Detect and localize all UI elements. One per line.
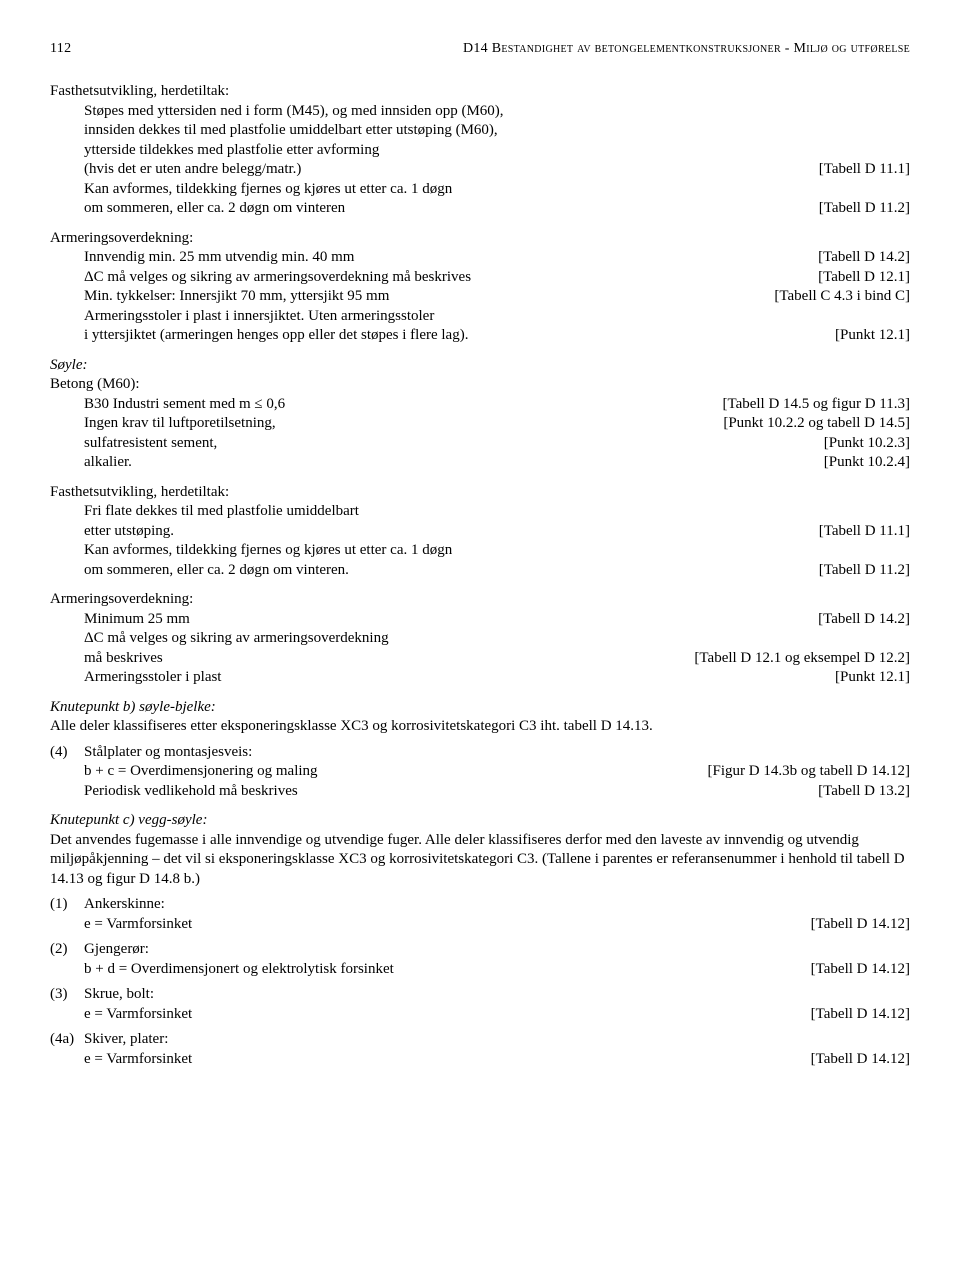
body-text: (hvis det er uten andre belegg/matr.) <box>84 160 819 180</box>
body-text: i yttersjiktet (armeringen henges opp el… <box>84 326 835 346</box>
page-title: D14 Bestandighet av betongelementkonstru… <box>463 40 910 58</box>
reference: [Tabell D 12.1 og eksempel D 12.2] <box>694 649 910 669</box>
reference: [Tabell D 12.1] <box>818 268 910 288</box>
body-text: må beskrives <box>84 649 694 669</box>
body-text: Armeringsstoler i plast <box>84 668 835 688</box>
reference: [Tabell D 14.12] <box>811 960 910 980</box>
reference: [Tabell D 14.12] <box>811 1005 910 1025</box>
body-text: innsiden dekkes til med plastfolie umidd… <box>84 121 910 141</box>
heading: Fasthetsutvikling, herdetiltak: <box>50 483 910 503</box>
item-number: (4) <box>50 743 84 802</box>
reference: [Tabell D 14.12] <box>811 915 910 935</box>
body-text: Det anvendes fugemasse i alle innvendige… <box>50 831 910 890</box>
reference: [Punkt 12.1] <box>835 326 910 346</box>
subsection-title: Knutepunkt c) vegg-søyle: <box>50 811 910 831</box>
body-text: Skrue, bolt: <box>84 985 910 1005</box>
item-number: (2) <box>50 940 84 979</box>
body-text: Stålplater og montasjesveis: <box>84 743 910 763</box>
body-text: B30 Industri sement med m ≤ 0,6 <box>84 395 722 415</box>
body-text: om sommeren, eller ca. 2 døgn om vintere… <box>84 561 819 581</box>
list-item: (1) Ankerskinne: e = Varmforsinket [Tabe… <box>50 895 910 934</box>
reference: [Tabell D 11.1] <box>819 160 910 180</box>
body-text: alkalier. <box>84 453 824 473</box>
section-fasthet-2: Fasthetsutvikling, herdetiltak: Fri flat… <box>50 483 910 581</box>
reference: [Tabell D 11.1] <box>819 522 910 542</box>
page-header: 112 D14 Bestandighet av betongelementkon… <box>50 40 910 58</box>
reference: [Tabell D 14.5 og figur D 11.3] <box>722 395 910 415</box>
item-number: (3) <box>50 985 84 1024</box>
section-armering-2: Armeringsoverdekning: Minimum 25 mm [Tab… <box>50 590 910 688</box>
body-text: Ankerskinne: <box>84 895 910 915</box>
body-text: ytterside tildekkes med plastfolie etter… <box>84 141 910 161</box>
item-number: (1) <box>50 895 84 934</box>
reference: [Punkt 10.2.2 og tabell D 14.5] <box>723 414 910 434</box>
reference: [Tabell D 14.2] <box>818 248 910 268</box>
body-text: sulfatresistent sement, <box>84 434 824 454</box>
body-text: Innvendig min. 25 mm utvendig min. 40 mm <box>84 248 818 268</box>
reference: [Tabell C 4.3 i bind C] <box>774 287 910 307</box>
item-number: (4a) <box>50 1030 84 1069</box>
body-text: etter utstøping. <box>84 522 819 542</box>
body-text: Alle deler klassifiseres etter eksponeri… <box>50 717 910 737</box>
body-text: e = Varmforsinket <box>84 1005 811 1025</box>
body-text: Min. tykkelser: Innersjikt 70 mm, ytters… <box>84 287 774 307</box>
section-knutepunkt-c: Knutepunkt c) vegg-søyle: Det anvendes f… <box>50 811 910 1069</box>
page-number: 112 <box>50 40 71 58</box>
section-armering-1: Armeringsoverdekning: Innvendig min. 25 … <box>50 229 910 346</box>
body-text: Periodisk vedlikehold må beskrives <box>84 782 818 802</box>
subsection-title: Knutepunkt b) søyle-bjelke: <box>50 698 910 718</box>
reference: [Tabell D 11.2] <box>819 199 910 219</box>
list-item: (4a) Skiver, plater: e = Varmforsinket [… <box>50 1030 910 1069</box>
heading: Armeringsoverdekning: <box>50 229 910 249</box>
body-text: Kan avformes, tildekking fjernes og kjør… <box>84 180 910 200</box>
body-text: Kan avformes, tildekking fjernes og kjør… <box>84 541 910 561</box>
reference: [Tabell D 11.2] <box>819 561 910 581</box>
body-text: b + c = Overdimensjonering og maling <box>84 762 708 782</box>
body-text: Fri flate dekkes til med plastfolie umid… <box>84 502 910 522</box>
section-fasthet-1: Fasthetsutvikling, herdetiltak: Støpes m… <box>50 82 910 219</box>
reference: [Tabell D 13.2] <box>818 782 910 802</box>
reference: [Punkt 12.1] <box>835 668 910 688</box>
reference: [Tabell D 14.12] <box>811 1050 910 1070</box>
body-text: Minimum 25 mm <box>84 610 818 630</box>
body-text: e = Varmforsinket <box>84 915 811 935</box>
section-knutepunkt-b: Knutepunkt b) søyle-bjelke: Alle deler k… <box>50 698 910 802</box>
body-text: om sommeren, eller ca. 2 døgn om vintere… <box>84 199 819 219</box>
reference: [Punkt 10.2.4] <box>824 453 910 473</box>
body-text: Gjengerør: <box>84 940 910 960</box>
body-text: Armeringsstoler i plast i innersjiktet. … <box>84 307 910 327</box>
reference: [Figur D 14.3b og tabell D 14.12] <box>708 762 910 782</box>
section-soyle: Søyle: Betong (M60): B30 Industri sement… <box>50 356 910 473</box>
heading: Armeringsoverdekning: <box>50 590 910 610</box>
body-text: Støpes med yttersiden ned i form (M45), … <box>84 102 910 122</box>
body-text: b + d = Overdimensjonert og elektrolytis… <box>84 960 811 980</box>
body-text: Ingen krav til luftporetilsetning, <box>84 414 723 434</box>
reference: [Punkt 10.2.3] <box>824 434 910 454</box>
body-text: ΔC må velges og sikring av armeringsover… <box>84 268 818 288</box>
reference: [Tabell D 14.2] <box>818 610 910 630</box>
subsection-title: Søyle: <box>50 356 910 376</box>
heading: Betong (M60): <box>50 375 910 395</box>
body-text: ΔC må velges og sikring av armeringsover… <box>84 629 910 649</box>
body-text: Skiver, plater: <box>84 1030 910 1050</box>
heading: Fasthetsutvikling, herdetiltak: <box>50 82 910 102</box>
list-item: (2) Gjengerør: b + d = Overdimensjonert … <box>50 940 910 979</box>
list-item: (4) Stålplater og montasjesveis: b + c =… <box>50 743 910 802</box>
body-text: e = Varmforsinket <box>84 1050 811 1070</box>
list-item: (3) Skrue, bolt: e = Varmforsinket [Tabe… <box>50 985 910 1024</box>
